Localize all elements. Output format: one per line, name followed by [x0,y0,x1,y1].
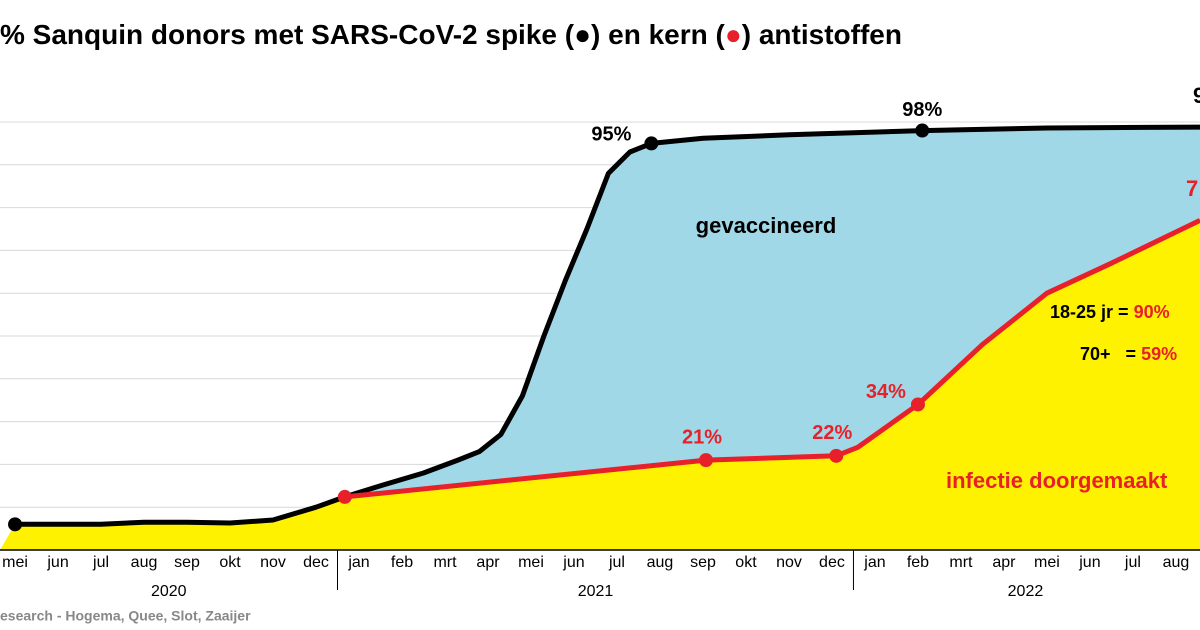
x-tick-label: jan [347,554,369,571]
annotation-part: 70+ = [1080,344,1141,364]
data-label: 22% [812,422,852,444]
annotation-part: 18-25 jr = [1050,302,1134,322]
annotation-part: 90% [1134,302,1170,322]
annotation: 9 [1193,83,1200,108]
x-tick-label: jan [863,554,885,571]
x-tick-label: jul [608,554,625,571]
data-label: 95% [591,124,631,146]
x-tick-label: aug [647,554,674,571]
x-tick-label: feb [391,554,413,571]
areas [0,127,1200,550]
x-tick-label: apr [476,554,500,571]
annotation-part: gevaccineerd [696,213,837,238]
title-part: ● [725,19,742,50]
annotation-part: 59% [1141,344,1177,364]
annotation: infectie doorgemaakt [946,468,1168,493]
area-vaccinated [344,127,1200,497]
annotation-part: 7 [1186,176,1198,201]
x-tick-label: mei [518,554,544,571]
year-label: 2021 [578,583,614,600]
data-point [910,397,925,412]
x-tick-label: okt [735,554,757,571]
x-tick-label: dec [303,554,329,571]
source: esearch - Hogema, Quee, Slot, Zaaijer [0,608,251,624]
data-point [644,136,659,151]
data-point [829,448,844,463]
data-point [698,453,713,468]
x-tick-label: nov [776,554,802,571]
x-tick-label: mei [2,554,28,571]
data-point [915,123,930,138]
x-tick-label: mrt [949,554,973,571]
annotation: gevaccineerd [696,213,837,238]
data-label: 34% [866,381,906,403]
x-tick-label: jun [46,554,68,571]
x-tick-label: feb [907,554,929,571]
x-tick-label: sep [174,554,200,571]
title-part: % Sanquin donors met SARS-CoV-2 spike ( [0,19,575,50]
data-label: 21% [682,426,722,448]
x-tick-label: aug [131,554,158,571]
x-tick-label: jul [1124,554,1141,571]
x-tick-label: aug [1163,554,1190,571]
x-tick-label: jun [1078,554,1100,571]
title-part: ● [574,19,591,50]
area-infected [0,220,1200,550]
annotation: 18-25 jr = 90% [1050,302,1170,322]
x-tick-label: apr [992,554,1016,571]
x-tick-label: okt [219,554,241,571]
data-label: 98% [902,99,942,121]
chart-title: % Sanquin donors met SARS-CoV-2 spike (●… [0,19,902,50]
year-label: 2020 [151,583,187,600]
annotation-part: 9 [1193,83,1200,108]
data-point [337,489,352,504]
annotation-part: infectie doorgemaakt [946,468,1168,493]
x-tick-label: mei [1034,554,1060,571]
title-part: ) en kern ( [591,19,725,50]
x-tick-label: nov [260,554,286,571]
x-tick-label: jun [562,554,584,571]
x-tick-label: sep [690,554,716,571]
annotation: 70+ = 59% [1080,344,1177,364]
year-label: 2022 [1008,583,1044,600]
annotation: 7 [1186,176,1198,201]
title-part: ) antistoffen [742,19,902,50]
x-tick-label: jul [92,554,109,571]
data-point [8,517,23,532]
x-tick-label: mrt [433,554,457,571]
series-line [15,124,1200,527]
x-tick-label: dec [819,554,845,571]
